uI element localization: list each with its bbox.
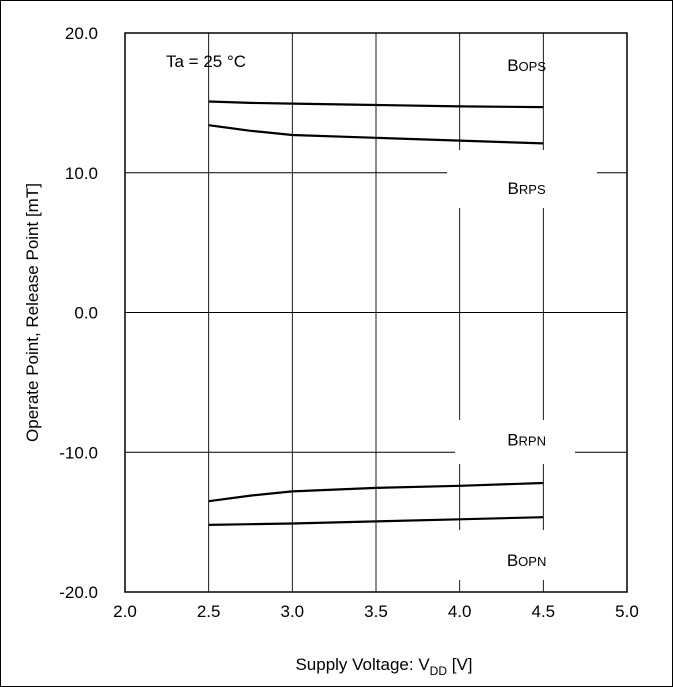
x-axis-title-unit: [V]	[447, 655, 473, 674]
series-label-rpn: BRPN	[507, 431, 546, 450]
series-line-rps	[208, 124, 544, 145]
x-axis-title: Supply Voltage: VDD [V]	[295, 655, 472, 678]
series-label-subscript: RPN	[519, 434, 546, 449]
temperature-annotation: Ta = 25 °C	[166, 52, 246, 71]
y-tick-label: 10.0	[65, 164, 98, 183]
y-tick-label: -10.0	[59, 443, 98, 462]
series-label-opn: BOPN	[507, 551, 547, 570]
series-label-subscript: RPS	[519, 182, 546, 197]
x-tick-labels: 2.0 2.5 3.0 3.5 4.0 4.5 5.0	[113, 602, 639, 621]
x-tick-label: 3.5	[364, 602, 388, 621]
x-tick-label: 2.5	[197, 602, 221, 621]
x-tick-label: 4.5	[532, 602, 556, 621]
series-label-main: B	[507, 551, 518, 570]
series-line-rpn	[208, 481, 544, 503]
y-tick-label: 0.0	[74, 304, 98, 323]
series-label-rps: BRPS	[508, 179, 546, 198]
series-line-ops	[208, 100, 544, 109]
x-tick-label: 5.0	[615, 602, 639, 621]
y-tick-label: 20.0	[65, 24, 98, 43]
series-lines	[208, 100, 544, 526]
series-label-ops: BOPS	[507, 56, 546, 75]
series-label-subscript: OPN	[518, 554, 546, 569]
label-background	[455, 420, 575, 464]
label-backgrounds	[447, 150, 597, 580]
series-line-opn	[208, 516, 544, 526]
y-tick-labels: 20.0 10.0 0.0 -10.0 -20.0	[59, 24, 98, 602]
y-tick-label: -20.0	[59, 583, 98, 602]
label-background	[447, 150, 597, 208]
series-label-main: B	[507, 431, 518, 450]
x-axis-title-subscript: DD	[430, 664, 448, 678]
x-axis-title-main: Supply Voltage: V	[295, 655, 430, 674]
plot-area-border	[124, 32, 628, 593]
grid-lines	[125, 33, 627, 592]
label-background	[455, 530, 575, 580]
y-axis-title: Operate Point, Release Point [mT]	[23, 183, 42, 442]
x-tick-label: 2.0	[113, 602, 137, 621]
series-label-main: B	[508, 179, 519, 198]
x-tick-label: 3.0	[281, 602, 305, 621]
series-label-main: B	[507, 56, 518, 75]
series-label-subscript: OPS	[519, 59, 547, 74]
x-tick-label: 4.0	[448, 602, 472, 621]
